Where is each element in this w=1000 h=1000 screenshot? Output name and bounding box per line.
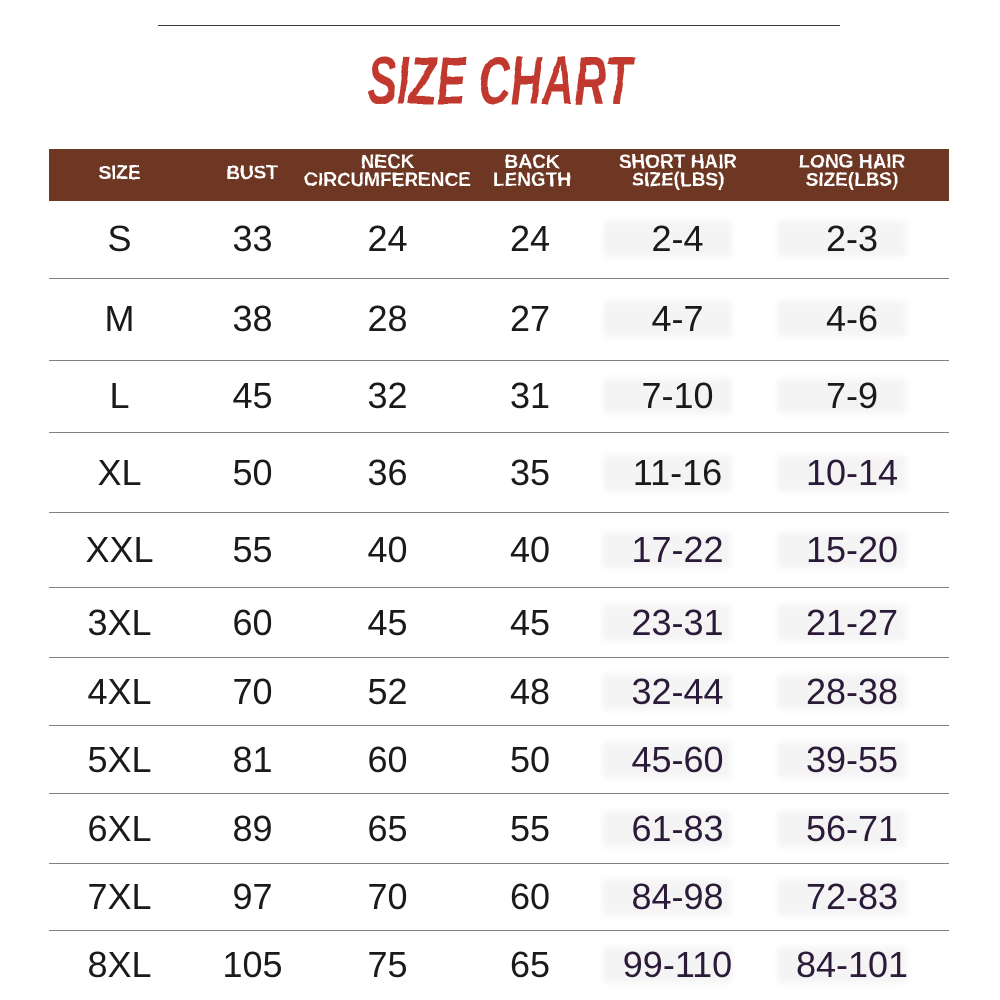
svg-text:SIZE CHART: SIZE CHART	[368, 43, 637, 119]
svg-text:BUST: BUST	[226, 163, 278, 184]
svg-text:CIRCUMFERENCE: CIRCUMFERENCE	[304, 170, 471, 191]
svg-text:SIZE(LBS): SIZE(LBS)	[632, 170, 725, 191]
svg-text:LENGTH: LENGTH	[493, 170, 571, 191]
svg-text:SIZE: SIZE	[98, 163, 140, 184]
svg-text:SIZE(LBS): SIZE(LBS)	[806, 170, 899, 191]
